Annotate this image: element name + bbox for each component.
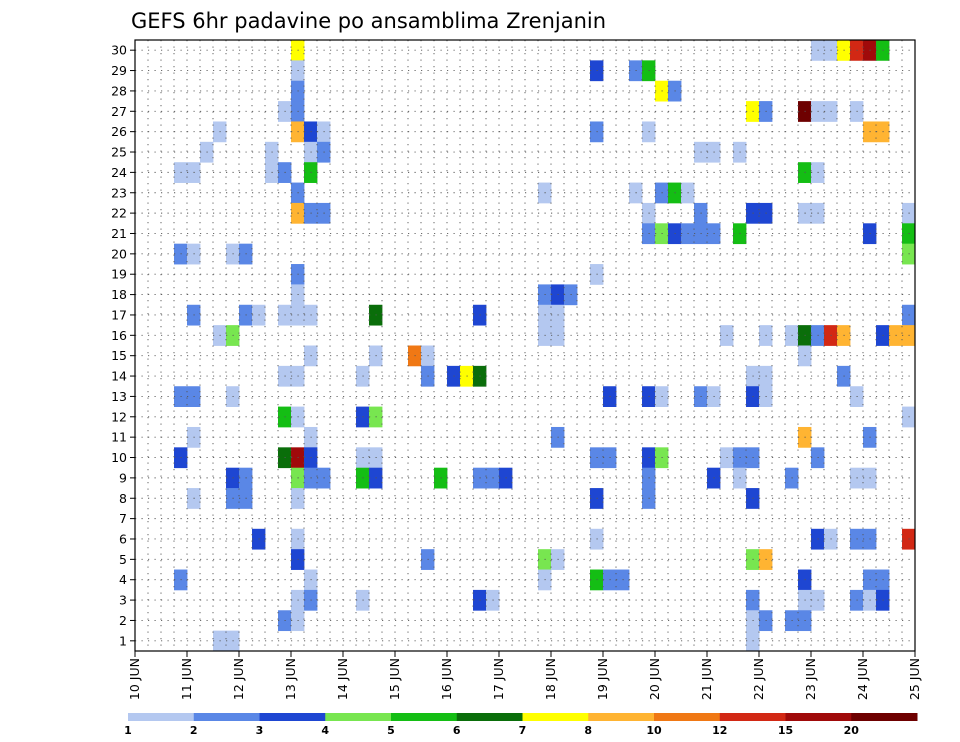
y-axis-ticks: 1234567891011121314151617181920212223242… (111, 43, 135, 648)
y-tick-label: 19 (111, 267, 127, 282)
y-tick-label: 22 (111, 206, 127, 221)
y-tick-label: 1 (119, 633, 127, 648)
y-tick-label: 21 (111, 226, 127, 241)
colorbar-label: 8 (584, 724, 592, 737)
colorbar-label: 12 (712, 724, 727, 737)
colorbar-label: 6 (453, 724, 461, 737)
y-tick-label: 4 (119, 572, 127, 587)
colorbar-label: 2 (190, 724, 198, 737)
y-tick-label: 9 (119, 470, 127, 485)
y-tick-label: 28 (111, 83, 127, 98)
y-tick-label: 3 (119, 593, 127, 608)
y-tick-label: 13 (111, 389, 127, 404)
x-tick-label: 13 JUN (283, 658, 298, 700)
y-tick-label: 26 (111, 124, 127, 139)
y-tick-label: 25 (111, 145, 127, 160)
y-tick-label: 2 (119, 613, 127, 628)
x-tick-label: 22 JUN (751, 658, 766, 700)
x-tick-label: 20 JUN (647, 658, 662, 700)
plot-border (134, 39, 916, 652)
y-tick-label: 8 (119, 491, 127, 506)
x-tick-label: 19 JUN (595, 658, 610, 700)
grid-layer (134, 40, 916, 651)
colorbar-segment (128, 713, 195, 721)
colorbar-segment (654, 713, 721, 721)
y-tick-label: 29 (111, 63, 127, 78)
y-tick-label: 5 (119, 552, 127, 567)
colorbar-segment (391, 713, 458, 721)
colorbar-label: 10 (646, 724, 662, 737)
colorbar-segment (851, 713, 918, 721)
colorbar-segment (193, 713, 260, 721)
colorbar-segment (456, 713, 523, 721)
colorbar-segment (719, 713, 786, 721)
y-tick-label: 24 (111, 165, 127, 180)
colorbar-segment (785, 713, 852, 721)
x-tick-label: 21 JUN (699, 658, 714, 700)
colorbar-label: 1 (124, 724, 132, 737)
y-tick-label: 7 (119, 511, 127, 526)
colorbar-segment (588, 713, 655, 721)
x-tick-label: 24 JUN (855, 658, 870, 700)
colorbar-segment (325, 713, 392, 721)
colorbar-label: 4 (321, 724, 329, 737)
colorbar-label: 5 (387, 724, 395, 737)
y-tick-label: 27 (111, 104, 127, 119)
colorbar: 1 2 3 4 5 6 7 8 10 12 15 20 (124, 713, 918, 737)
colorbar-label: 7 (519, 724, 527, 737)
colorbar-segment (259, 713, 326, 721)
colorbar-segment (522, 713, 589, 721)
x-tick-label: 10 JUN (127, 658, 142, 700)
y-tick-label: 17 (111, 307, 127, 322)
y-tick-label: 18 (111, 287, 127, 302)
y-tick-label: 14 (111, 369, 127, 384)
x-tick-label: 14 JUN (335, 658, 350, 700)
y-tick-label: 10 (111, 450, 127, 465)
x-tick-label: 15 JUN (387, 658, 402, 700)
x-tick-label: 18 JUN (543, 658, 558, 700)
plot-frame (134, 39, 916, 652)
y-tick-label: 12 (111, 409, 127, 424)
x-tick-label: 11 JUN (179, 658, 194, 700)
colorbar-label: 20 (844, 724, 860, 737)
y-tick-label: 23 (111, 185, 127, 200)
x-tick-label: 23 JUN (803, 658, 818, 700)
x-tick-label: 25 JUN (907, 658, 922, 700)
y-tick-label: 30 (111, 43, 127, 58)
y-tick-label: 20 (111, 246, 127, 261)
x-axis-ticks: 10 JUN 11 JUN 12 JUN 13 JUN 14 JUN 15 JUN 16 J… (127, 651, 922, 700)
chart-title: GEFS 6hr padavine po ansamblima Zrenjani… (131, 9, 606, 33)
colorbar-label: 15 (778, 724, 793, 737)
x-tick-label: 17 JUN (491, 658, 506, 700)
y-tick-label: 15 (111, 348, 127, 363)
y-tick-label: 16 (111, 328, 127, 343)
y-tick-label: 11 (111, 430, 127, 445)
y-tick-label: 6 (119, 531, 127, 546)
x-tick-label: 12 JUN (231, 658, 246, 700)
x-tick-label: 16 JUN (439, 658, 454, 700)
colorbar-label: 3 (256, 724, 264, 737)
